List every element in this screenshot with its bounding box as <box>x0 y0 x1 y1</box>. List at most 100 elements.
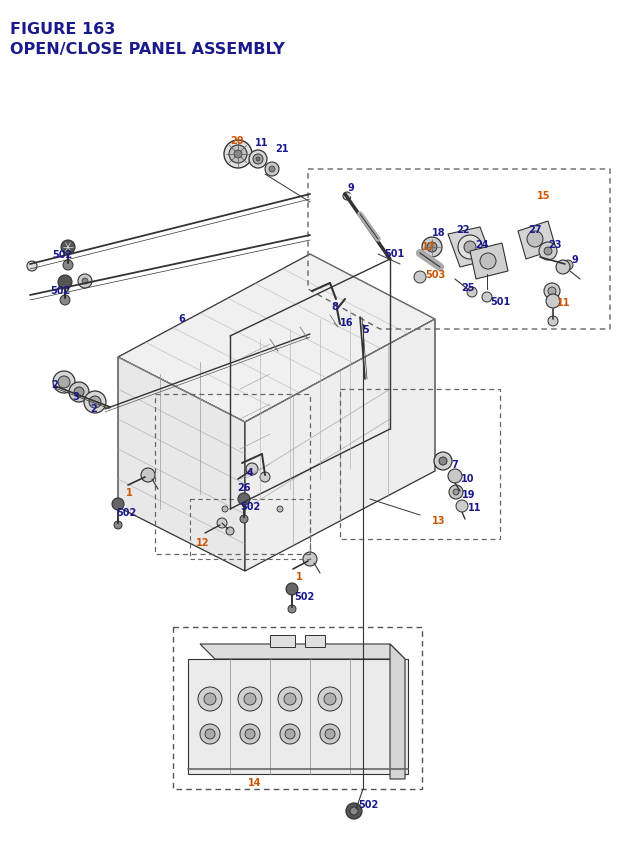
Circle shape <box>61 241 75 255</box>
Circle shape <box>285 729 295 739</box>
Circle shape <box>229 146 247 164</box>
Text: 27: 27 <box>528 225 541 235</box>
Bar <box>305 635 325 647</box>
Text: 14: 14 <box>248 777 262 787</box>
Circle shape <box>467 288 477 298</box>
Circle shape <box>458 236 482 260</box>
Circle shape <box>112 499 124 511</box>
Circle shape <box>422 238 442 257</box>
Text: 502: 502 <box>50 286 70 295</box>
Circle shape <box>200 724 220 744</box>
Circle shape <box>434 453 452 470</box>
Circle shape <box>238 493 250 505</box>
Circle shape <box>78 275 92 288</box>
Circle shape <box>234 151 242 158</box>
Circle shape <box>63 261 73 270</box>
Circle shape <box>27 262 37 272</box>
Circle shape <box>439 457 447 466</box>
Text: 10: 10 <box>461 474 474 483</box>
Circle shape <box>246 463 258 475</box>
Circle shape <box>58 376 70 388</box>
Circle shape <box>217 518 227 529</box>
Text: 18: 18 <box>432 228 445 238</box>
Circle shape <box>548 288 556 295</box>
Text: 11: 11 <box>255 138 269 148</box>
Circle shape <box>427 243 437 253</box>
Circle shape <box>303 553 317 567</box>
Circle shape <box>548 317 558 326</box>
Circle shape <box>260 473 270 482</box>
Polygon shape <box>118 357 245 572</box>
Text: 12: 12 <box>196 537 209 548</box>
Circle shape <box>141 468 155 482</box>
Circle shape <box>253 155 263 164</box>
Circle shape <box>58 276 72 289</box>
Circle shape <box>346 803 362 819</box>
Circle shape <box>482 293 492 303</box>
Circle shape <box>265 163 279 177</box>
Circle shape <box>544 283 560 300</box>
Text: 7: 7 <box>451 460 458 469</box>
Text: 502: 502 <box>358 799 378 809</box>
Circle shape <box>288 605 296 613</box>
Circle shape <box>556 261 570 275</box>
Text: 6: 6 <box>178 313 185 324</box>
Text: 20: 20 <box>230 136 243 146</box>
Circle shape <box>269 167 275 173</box>
Text: 23: 23 <box>548 239 561 250</box>
Text: 4: 4 <box>247 468 253 478</box>
Circle shape <box>53 372 75 393</box>
Text: 501: 501 <box>384 249 404 258</box>
Text: 19: 19 <box>462 489 476 499</box>
Circle shape <box>240 516 248 523</box>
Text: 502: 502 <box>52 250 72 260</box>
Circle shape <box>74 387 84 398</box>
Circle shape <box>205 729 215 739</box>
Circle shape <box>453 489 459 495</box>
Text: 8: 8 <box>331 301 338 312</box>
Circle shape <box>244 693 256 705</box>
Circle shape <box>278 687 302 711</box>
Circle shape <box>226 528 234 536</box>
Circle shape <box>277 506 283 512</box>
Polygon shape <box>245 319 435 572</box>
Circle shape <box>284 693 296 705</box>
Circle shape <box>82 279 88 285</box>
Text: 2: 2 <box>51 380 58 389</box>
Text: 11: 11 <box>557 298 570 307</box>
Circle shape <box>224 141 252 169</box>
Circle shape <box>539 243 557 261</box>
Circle shape <box>480 254 496 269</box>
Text: 26: 26 <box>237 482 250 492</box>
Text: 15: 15 <box>537 191 550 201</box>
Text: 2: 2 <box>90 404 97 413</box>
Bar <box>270 635 295 647</box>
Text: 24: 24 <box>475 239 488 250</box>
Text: 5: 5 <box>362 325 369 335</box>
Polygon shape <box>518 222 556 260</box>
Circle shape <box>343 193 351 201</box>
Circle shape <box>204 693 216 705</box>
Polygon shape <box>200 644 405 660</box>
Circle shape <box>456 500 468 512</box>
Circle shape <box>60 295 70 306</box>
Circle shape <box>286 583 298 595</box>
Text: 11: 11 <box>468 503 481 512</box>
Polygon shape <box>188 660 408 774</box>
Circle shape <box>69 382 89 403</box>
Circle shape <box>238 687 262 711</box>
Text: 502: 502 <box>240 501 260 511</box>
Circle shape <box>546 294 560 308</box>
Circle shape <box>414 272 426 283</box>
Circle shape <box>448 469 462 483</box>
Circle shape <box>464 242 476 254</box>
Circle shape <box>325 729 335 739</box>
Text: 502: 502 <box>116 507 136 517</box>
Text: 17: 17 <box>422 242 435 251</box>
Circle shape <box>320 724 340 744</box>
Text: 22: 22 <box>456 225 470 235</box>
Text: 1: 1 <box>296 572 303 581</box>
Circle shape <box>249 151 267 169</box>
Circle shape <box>222 506 228 512</box>
Circle shape <box>449 486 463 499</box>
